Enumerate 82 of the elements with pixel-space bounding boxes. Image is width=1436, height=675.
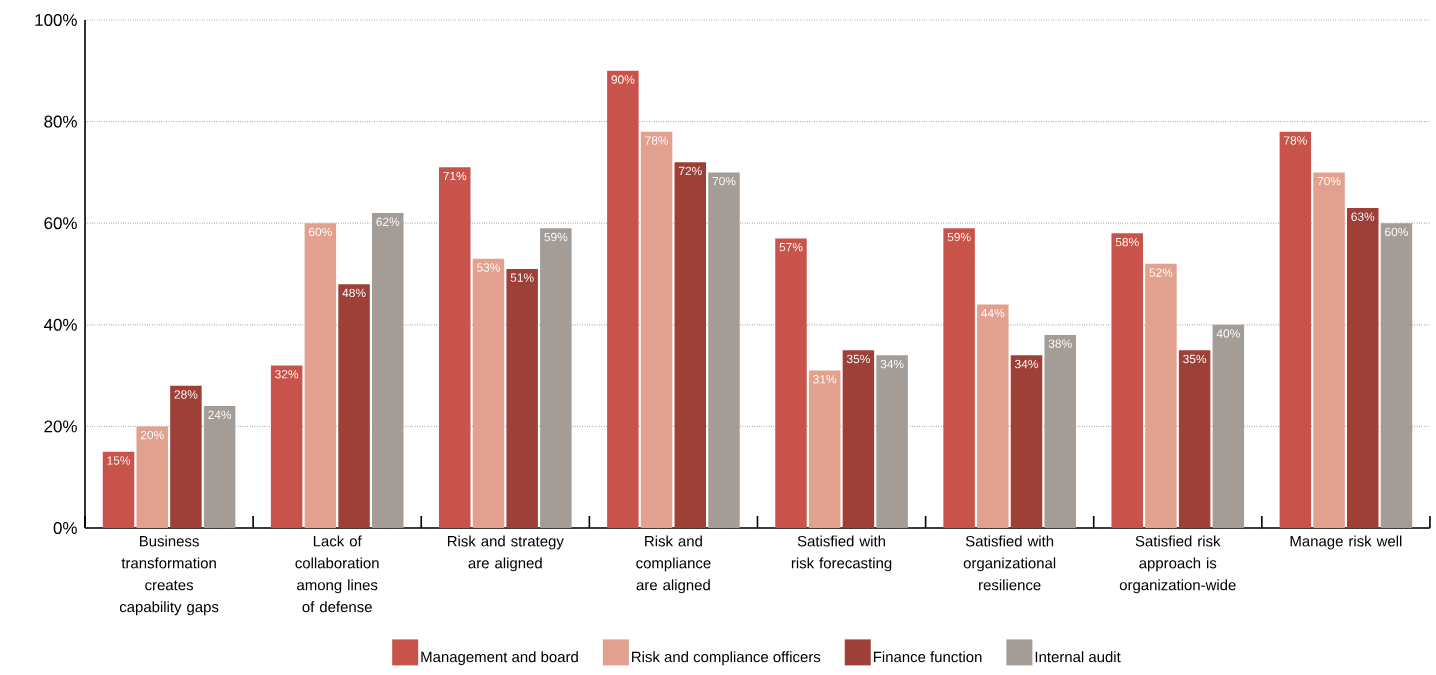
bar [1010, 355, 1043, 528]
bar [371, 213, 404, 528]
bar [775, 238, 807, 528]
bar [607, 70, 639, 528]
bar [1111, 233, 1143, 528]
data-label: 57% [779, 242, 803, 252]
x-tick-label: Lack of collaboration among lines of defense [295, 535, 379, 613]
data-label: 52% [1149, 268, 1173, 277]
legend-label: Risk and compliance officers [632, 651, 821, 666]
bar [1044, 334, 1076, 528]
legend-label: Internal audit [1035, 651, 1121, 663]
bar [472, 258, 505, 528]
bar [338, 284, 370, 528]
data-label: 58% [1115, 237, 1139, 247]
y-tick-label: 80% [44, 115, 77, 128]
data-label: 34% [1015, 359, 1039, 369]
x-tick-label: Business transformation creates capability gaps [119, 535, 219, 616]
bar [1380, 223, 1413, 528]
x-tick-label: Satisfied with organizational resilience [963, 535, 1056, 591]
bar [943, 228, 975, 528]
data-label: 34% [880, 359, 904, 369]
bar [977, 304, 1009, 528]
data-label: 31% [813, 375, 837, 384]
bar [304, 223, 337, 528]
data-label: 63% [1351, 212, 1375, 221]
data-label: 48% [342, 288, 366, 298]
bar [136, 426, 168, 528]
bar [540, 228, 572, 528]
data-label: 35% [846, 354, 870, 364]
bar [1313, 172, 1345, 528]
data-label: 28% [174, 390, 198, 399]
data-label: 20% [140, 430, 164, 440]
data-label: 40% [1216, 329, 1240, 338]
data-label: 53% [476, 263, 500, 272]
bar [808, 370, 841, 528]
data-label: 38% [1048, 339, 1072, 348]
y-tick-label: 0% [53, 521, 77, 534]
data-label: 78% [1283, 136, 1307, 145]
bar [1279, 131, 1312, 528]
x-tick-label: Satisfied with risk forecasting [791, 535, 892, 572]
data-label: 60% [1385, 227, 1408, 237]
bar [270, 365, 303, 528]
data-label: 62% [376, 217, 400, 226]
data-label: 15% [107, 456, 131, 465]
bar [876, 355, 908, 528]
data-label: 71% [443, 171, 467, 181]
bar [439, 167, 471, 528]
data-label: 72% [678, 166, 702, 176]
bar [1145, 263, 1177, 528]
bar [640, 131, 673, 528]
data-label: 32% [275, 369, 299, 379]
data-label: 51% [510, 273, 534, 282]
bar [842, 350, 875, 528]
data-label: 59% [947, 232, 971, 242]
bar [708, 172, 740, 528]
data-label: 70% [1317, 176, 1341, 186]
data-label: 24% [208, 410, 232, 419]
bar [102, 451, 135, 528]
legend-label: Finance function [873, 651, 982, 663]
y-tick-label: 100% [35, 13, 77, 26]
x-tick-label: Risk and strategy are aligned [447, 535, 564, 572]
data-label: 44% [981, 308, 1005, 318]
data-label: 59% [544, 232, 568, 242]
data-label: 78% [645, 136, 669, 145]
x-tick-label: Manage risk well [1290, 535, 1402, 550]
data-label: 90% [611, 75, 635, 84]
x-tick-label: Satisfied risk approach is organization-wide [1119, 535, 1236, 594]
bar [203, 406, 236, 528]
bar [674, 162, 707, 528]
y-tick-label: 20% [44, 420, 77, 433]
bar [170, 385, 202, 528]
bar [1212, 324, 1245, 528]
bar [1178, 350, 1211, 528]
data-label: 70% [712, 176, 736, 186]
y-tick-label: 40% [43, 318, 77, 331]
data-label: 35% [1183, 354, 1207, 364]
data-label: 60% [308, 227, 332, 237]
bar [1346, 207, 1379, 528]
legend-label: Management and board [421, 651, 578, 666]
x-tick-label: Risk and compliance are aligned [636, 535, 711, 594]
y-tick-label: 60% [44, 217, 77, 230]
bar [506, 268, 538, 528]
